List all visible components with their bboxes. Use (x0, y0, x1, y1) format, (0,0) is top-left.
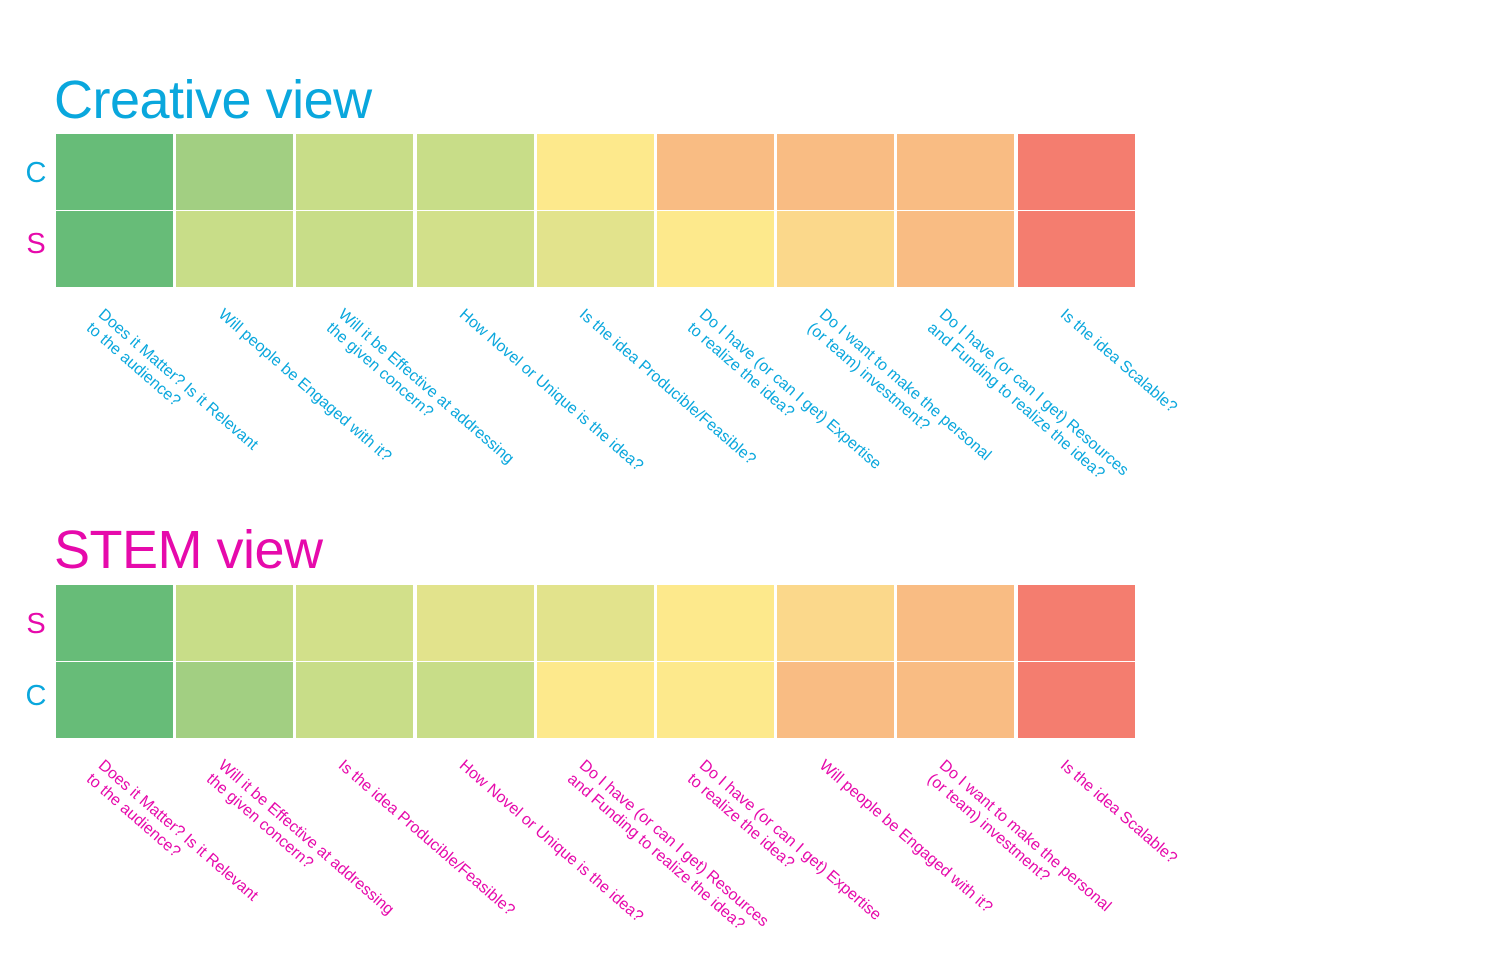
heatmap-cell (897, 134, 1015, 210)
heatmap-cell (777, 134, 895, 210)
heatmap-cell (657, 585, 774, 661)
heatmap-cell (897, 210, 1015, 287)
heatmap-cell (56, 134, 173, 210)
heatmap-cell (296, 134, 414, 210)
heatmap-cell (657, 134, 774, 210)
heatmap-cell (777, 210, 895, 287)
heatmap-cell (296, 210, 414, 287)
heatmap-cell (777, 585, 895, 661)
criterion-line: (or team) investment? (924, 770, 1054, 886)
heatmap-cell (536, 585, 654, 661)
heatmap-cell (897, 585, 1015, 661)
heatmap-cell (536, 210, 654, 287)
heatmap-cell (1017, 134, 1135, 210)
heatmap-cell (897, 661, 1015, 738)
criterion-line: to the audience? (83, 319, 184, 411)
row-label-c: C (25, 157, 47, 189)
heatmap-cell (176, 134, 294, 210)
creative-view-title: Creative view (54, 70, 372, 130)
heatmap-cell (416, 134, 534, 210)
heatmap-cell (536, 661, 654, 738)
criterion-line: the given concern? (323, 319, 437, 422)
heatmap-cell (536, 134, 654, 210)
criterion-label: Is the idea Scalable? (1056, 306, 1180, 417)
criterion-label: Is the idea Scalable? (1056, 757, 1180, 868)
heatmap-cell (657, 210, 774, 287)
row-label-s: S (26, 228, 46, 260)
criterion-line: Do I have (or can I get) Resources (575, 757, 772, 931)
stem-view-heatmap (56, 585, 1137, 738)
row-label-c: C (25, 680, 47, 712)
row-label-s: S (26, 608, 46, 640)
heatmap-cell (416, 661, 534, 738)
heatmap-cell (1017, 210, 1135, 287)
heatmap-cell (416, 210, 534, 287)
heatmap-cell (1017, 585, 1135, 661)
heatmap-cell (176, 661, 294, 738)
heatmap-cell (416, 585, 534, 661)
heatmap-cell (777, 661, 895, 738)
stem-view-title: STEM view (54, 520, 323, 580)
creative-view-heatmap (56, 134, 1137, 287)
heatmap-cell (296, 585, 414, 661)
heatmap-cell (1017, 661, 1135, 738)
heatmap-cell (56, 210, 173, 287)
heatmap-cell (176, 210, 294, 287)
heatmap-cell (56, 585, 173, 661)
heatmap-cell (56, 661, 173, 738)
heatmap-cell (176, 585, 294, 661)
criterion-line: Is the idea Scalable? (1056, 306, 1180, 417)
heatmap-cell (657, 661, 774, 738)
criterion-line: Is the idea Scalable? (1056, 757, 1180, 868)
heatmap-cell (296, 661, 414, 738)
